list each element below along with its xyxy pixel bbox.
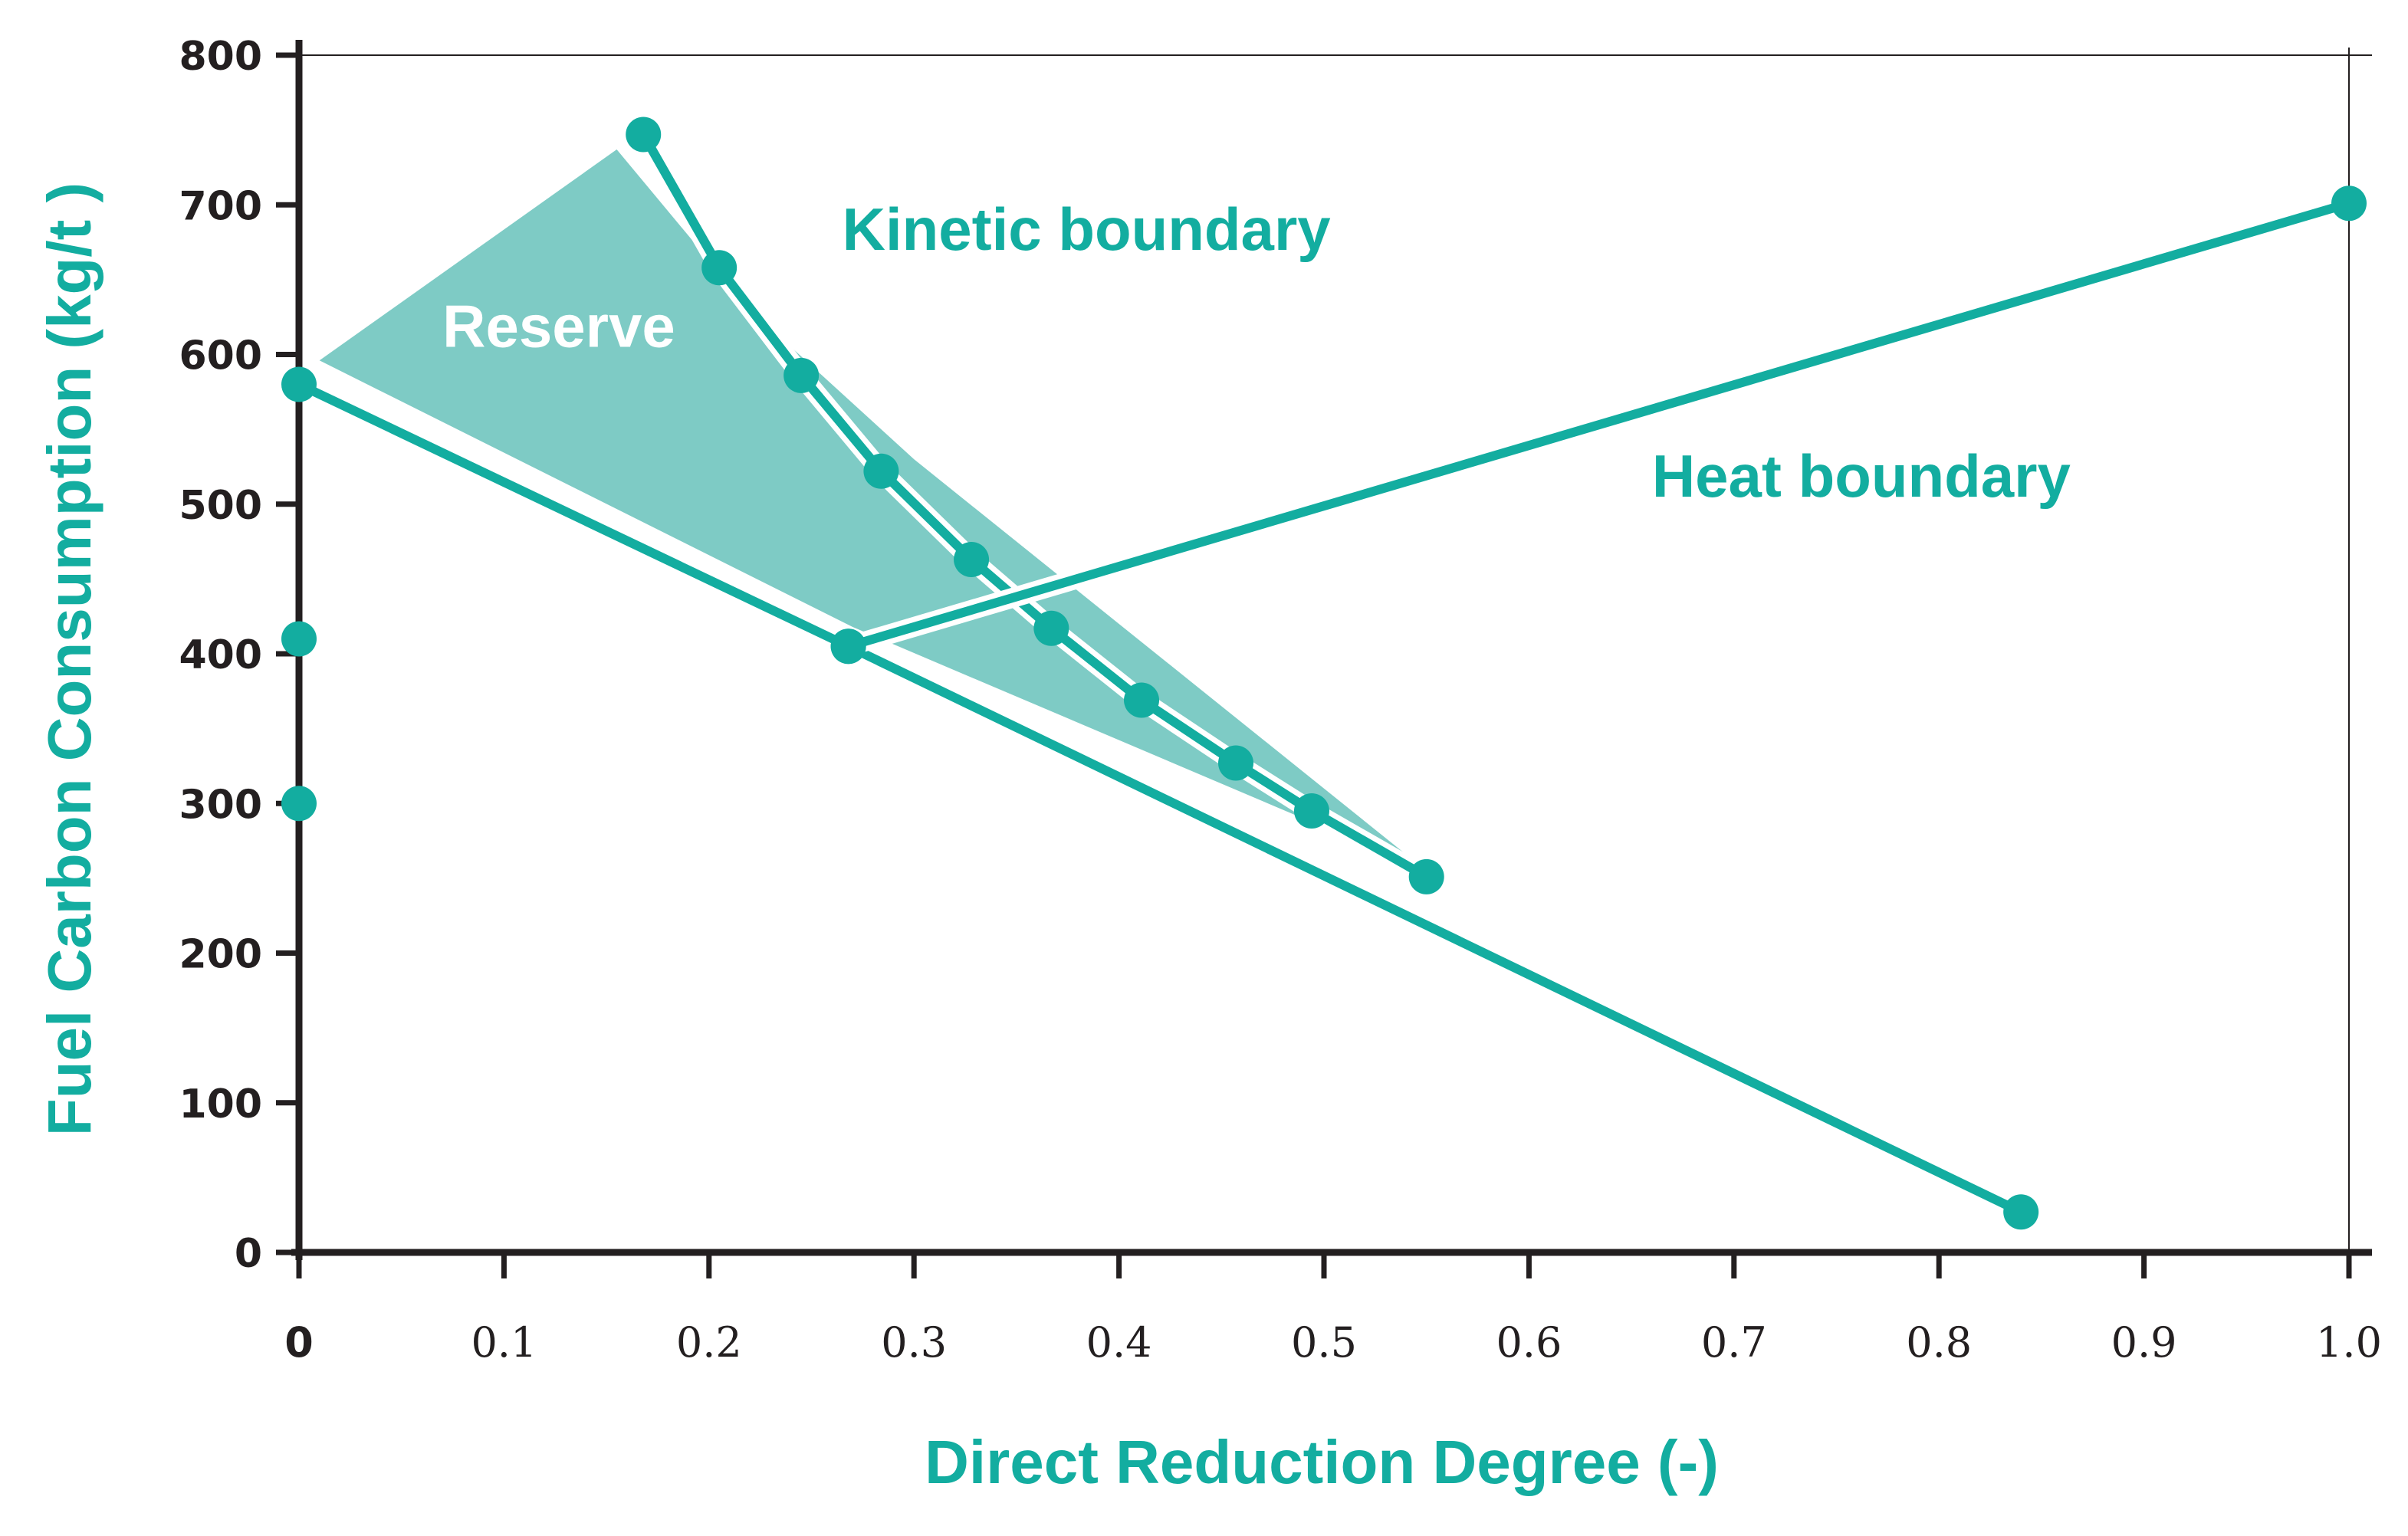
- x-tick-label: 0.7: [1701, 1318, 1767, 1367]
- kinetic-boundary-point: [1218, 745, 1254, 781]
- y-tick-label: 200: [179, 932, 262, 978]
- y-tick-label: 100: [179, 1081, 262, 1127]
- x-tick-label: 0.1: [471, 1318, 537, 1367]
- series-markers-layer: [281, 117, 2367, 1230]
- y-tick-label: 0: [235, 1231, 262, 1277]
- y-tick-label: 700: [179, 183, 262, 229]
- x-axis-title: Direct Reduction Degree (-): [925, 1428, 1719, 1496]
- y-axis-title: Fuel Carbon Consumption (kg/t ): [35, 182, 103, 1136]
- axis-points-point: [281, 621, 317, 657]
- x-tick-label: 0.6: [1496, 1318, 1562, 1367]
- y-tick-label: 600: [179, 333, 262, 379]
- x-tick-label: 0.3: [881, 1318, 947, 1367]
- kinetic-boundary-point: [784, 357, 820, 393]
- x-tick-label: 0: [284, 1318, 314, 1367]
- axis-points-point: [281, 786, 317, 822]
- y-tick-label: 500: [179, 483, 262, 529]
- x-tick-label: 0.5: [1291, 1318, 1357, 1367]
- kinetic-boundary-point: [863, 453, 899, 489]
- heat-boundary-label: Heat boundary: [1652, 442, 2071, 510]
- y-tick-label: 300: [179, 782, 262, 828]
- kinetic-boundary-point: [626, 117, 662, 153]
- kinetic-boundary-point: [954, 541, 990, 577]
- heat-boundary-point: [2331, 185, 2367, 222]
- x-tick-label: 0.4: [1086, 1318, 1152, 1367]
- kinetic-boundary-point: [1408, 858, 1444, 894]
- x-tick-label: 0.9: [2111, 1318, 2177, 1367]
- carbon-consumption-line-point: [2003, 1194, 2039, 1230]
- ticks-layer: 0 100 200 300 400 500 600 700 800 0 0.1 0.2 0.3 0.4 0.…: [179, 34, 2381, 1367]
- y-tick-label: 800: [179, 34, 262, 80]
- x-tick-label: 1.0: [2316, 1318, 2382, 1367]
- heat-boundary-point: [830, 629, 866, 665]
- heat-boundary-line: [843, 199, 2354, 651]
- x-tick-label: 0.8: [1906, 1318, 1972, 1367]
- kinetic-boundary-point: [1124, 682, 1160, 718]
- y-tick-label: 400: [179, 632, 262, 678]
- reserve-label: Reserve: [442, 293, 675, 360]
- kinetic-boundary-point: [1033, 610, 1069, 646]
- x-tick-label: 0.2: [676, 1318, 742, 1367]
- kinetic-boundary-point: [1293, 793, 1329, 829]
- carbon-consumption-line-point: [281, 366, 317, 402]
- kinetic-boundary-point: [701, 250, 738, 286]
- annotations-layer: Kinetic boundary Heat boundary Reserve: [442, 195, 2071, 510]
- kinetic-boundary-label: Kinetic boundary: [843, 195, 1331, 263]
